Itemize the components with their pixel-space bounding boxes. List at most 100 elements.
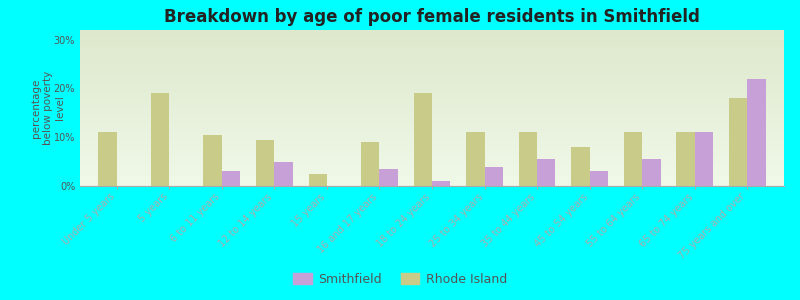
Bar [80, 156, 784, 158]
Bar [80, 92, 784, 94]
Bar [80, 141, 784, 142]
Bar [80, 172, 784, 173]
Bar [80, 124, 784, 125]
Bar [80, 88, 784, 89]
Bar [80, 95, 784, 97]
Bar [642, 159, 661, 186]
Bar [80, 166, 784, 167]
Bar [80, 75, 784, 77]
Bar [590, 171, 608, 186]
Bar [98, 132, 117, 186]
Bar [485, 167, 503, 186]
Bar [80, 148, 784, 150]
Bar [80, 32, 784, 33]
Bar [537, 159, 555, 186]
Bar [80, 58, 784, 60]
Bar [432, 181, 450, 186]
Bar [80, 100, 784, 102]
Bar [80, 89, 784, 91]
Bar [80, 33, 784, 35]
Bar [80, 163, 784, 164]
Bar [80, 86, 784, 88]
Bar [414, 93, 432, 186]
Bar [518, 132, 537, 186]
Bar [274, 162, 293, 186]
Bar [80, 103, 784, 105]
Bar [80, 70, 784, 72]
Bar [80, 144, 784, 146]
Bar [151, 93, 170, 186]
Bar [80, 175, 784, 177]
Bar [80, 138, 784, 139]
Bar [80, 160, 784, 161]
Bar [571, 147, 590, 186]
Bar [80, 94, 784, 95]
Bar [80, 184, 784, 186]
Bar [80, 99, 784, 100]
Bar [80, 127, 784, 128]
Bar [80, 82, 784, 83]
Bar [80, 150, 784, 152]
Bar [80, 50, 784, 52]
Bar [80, 35, 784, 36]
Bar [80, 47, 784, 49]
Bar [80, 170, 784, 172]
Bar [80, 43, 784, 44]
Bar [80, 111, 784, 113]
Title: Breakdown by age of poor female residents in Smithfield: Breakdown by age of poor female resident… [164, 8, 700, 26]
Bar [80, 105, 784, 106]
Bar [80, 180, 784, 181]
Bar [80, 97, 784, 99]
Bar [80, 68, 784, 69]
Bar [80, 64, 784, 66]
Bar [624, 132, 642, 186]
Y-axis label: percentage
below poverty
level: percentage below poverty level [31, 71, 65, 145]
Legend: Smithfield, Rhode Island: Smithfield, Rhode Island [288, 268, 512, 291]
Bar [80, 61, 784, 63]
Bar [80, 152, 784, 153]
Bar [80, 153, 784, 155]
Bar [80, 178, 784, 180]
Bar [203, 135, 222, 186]
Bar [80, 181, 784, 183]
Bar [80, 116, 784, 117]
Bar [80, 55, 784, 56]
Bar [80, 167, 784, 169]
Bar [80, 125, 784, 127]
Bar [80, 46, 784, 47]
Bar [80, 142, 784, 144]
Bar [80, 36, 784, 38]
Bar [80, 133, 784, 134]
Bar [80, 134, 784, 136]
Bar [80, 128, 784, 130]
Bar [80, 139, 784, 141]
Bar [80, 44, 784, 46]
Bar [80, 74, 784, 75]
Bar [80, 72, 784, 74]
Bar [80, 60, 784, 61]
Bar [80, 146, 784, 147]
Bar [747, 79, 766, 186]
Bar [222, 171, 240, 186]
Bar [80, 114, 784, 116]
Bar [80, 158, 784, 160]
Bar [80, 130, 784, 131]
Bar [80, 183, 784, 184]
Bar [80, 108, 784, 110]
Bar [80, 63, 784, 64]
Bar [80, 106, 784, 108]
Bar [80, 91, 784, 92]
Bar [80, 117, 784, 119]
Bar [80, 49, 784, 50]
Bar [676, 132, 694, 186]
Bar [80, 155, 784, 156]
Bar [80, 177, 784, 178]
Bar [80, 122, 784, 124]
Bar [80, 147, 784, 148]
Bar [80, 78, 784, 80]
Bar [80, 136, 784, 138]
Bar [80, 83, 784, 85]
Bar [80, 131, 784, 133]
Bar [256, 140, 274, 186]
Bar [80, 173, 784, 175]
